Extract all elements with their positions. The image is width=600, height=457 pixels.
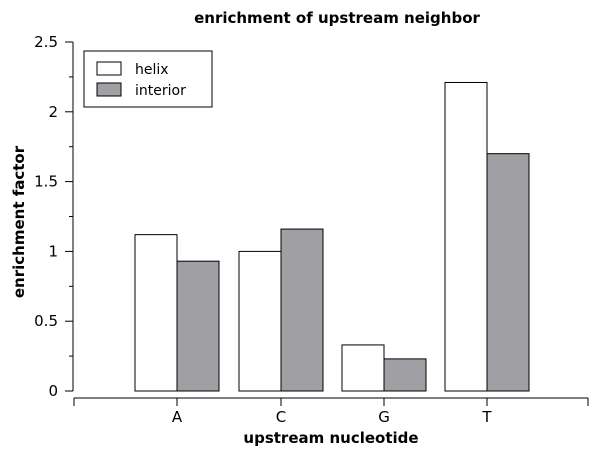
x-tick-label: G bbox=[378, 408, 390, 426]
y-tick-label: 0 bbox=[48, 382, 58, 400]
y-ticks-group: 0 0.5 1 1.5 2 2.5 bbox=[34, 33, 73, 400]
y-tick-label: 1 bbox=[48, 242, 58, 260]
y-axis-label: enrichment factor bbox=[10, 145, 28, 298]
x-tick-label: T bbox=[481, 408, 492, 426]
legend-label-interior: interior bbox=[135, 83, 186, 99]
bar-helix-G bbox=[341, 344, 385, 392]
bar-interior-C bbox=[280, 228, 324, 392]
chart-title: enrichment of upstream neighbor bbox=[194, 9, 480, 27]
y-tick-label: 2 bbox=[48, 103, 58, 121]
bar-helix-C bbox=[238, 250, 282, 392]
x-tick-label: A bbox=[172, 408, 183, 426]
y-tick-label: 0.5 bbox=[34, 312, 58, 330]
bar-interior-A bbox=[176, 260, 220, 392]
y-tick-label: 1.5 bbox=[34, 173, 58, 191]
legend-label-helix: helix bbox=[135, 62, 169, 78]
legend-swatch-helix bbox=[96, 61, 122, 76]
bar-helix-T bbox=[444, 81, 488, 392]
legend-box bbox=[83, 50, 213, 108]
bars-group bbox=[134, 81, 530, 392]
x-axis-label: upstream nucleotide bbox=[243, 429, 418, 447]
x-tick-label: C bbox=[276, 408, 286, 426]
bar-interior-T bbox=[486, 153, 530, 392]
legend-swatch-interior bbox=[96, 82, 122, 97]
bar-interior-G bbox=[383, 358, 427, 392]
bar-helix-A bbox=[134, 234, 178, 392]
y-tick-label: 2.5 bbox=[34, 33, 58, 51]
legend: helix interior bbox=[83, 50, 213, 108]
